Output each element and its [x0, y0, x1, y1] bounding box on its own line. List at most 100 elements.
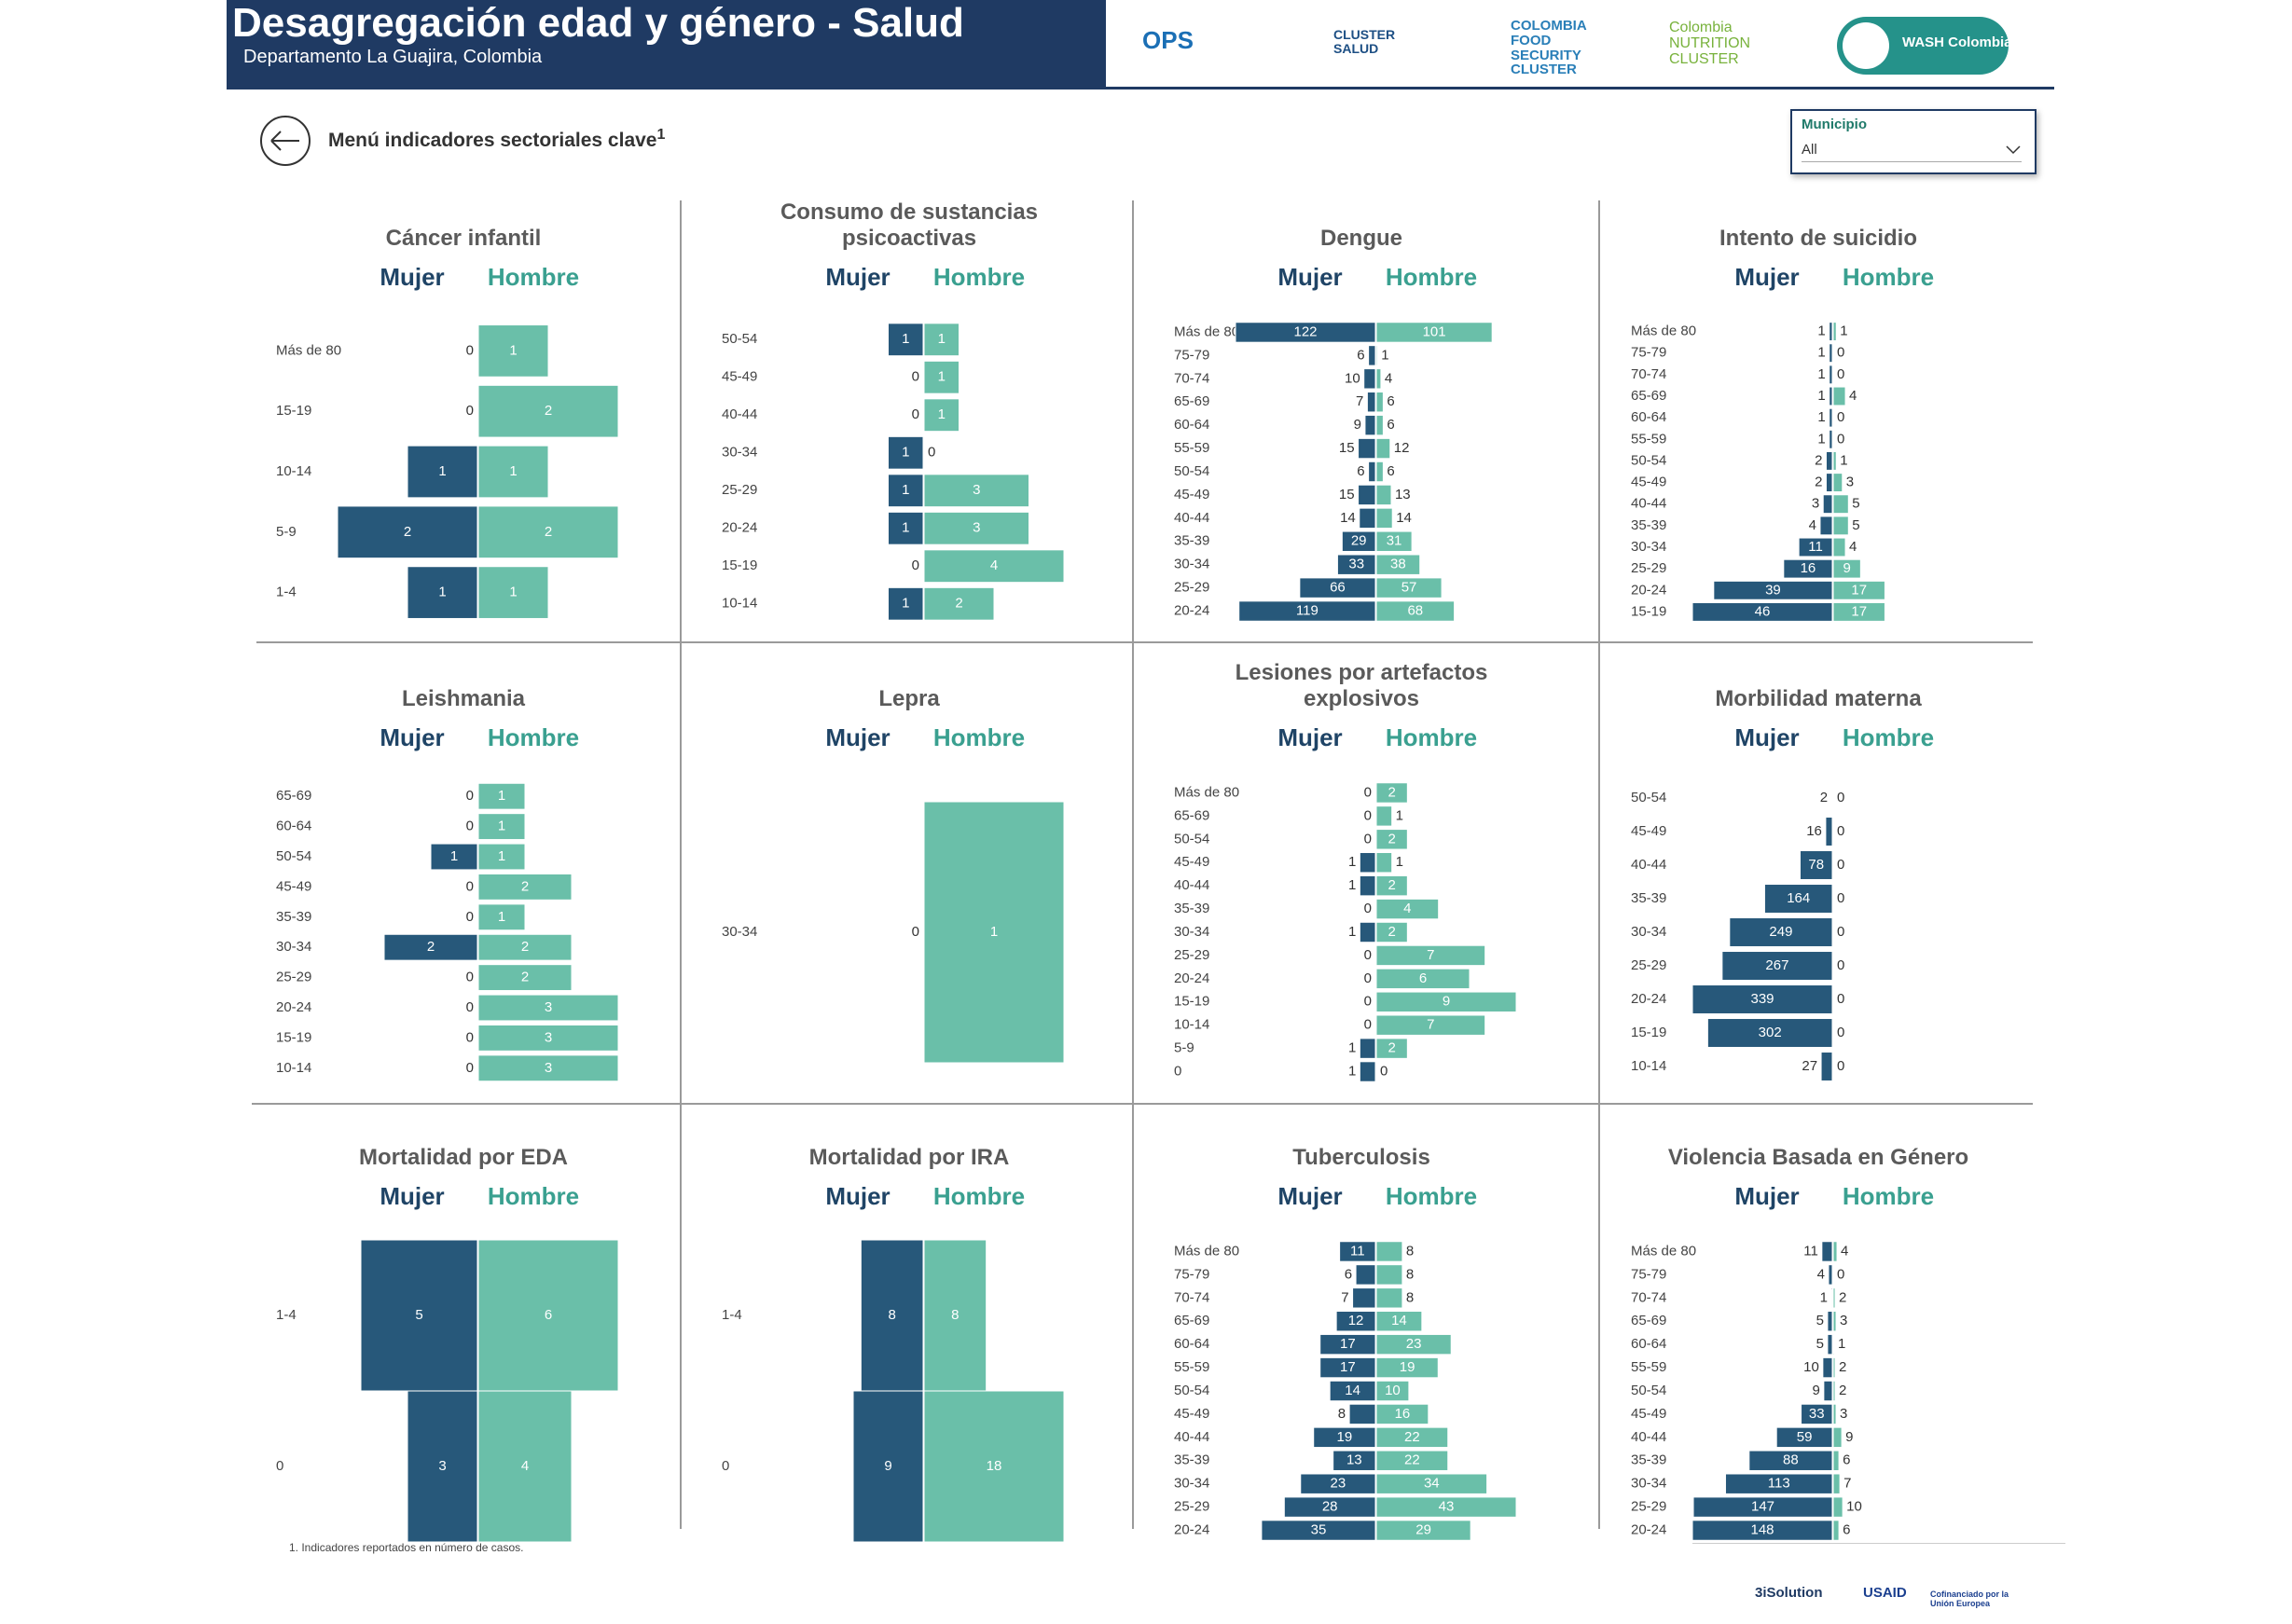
- bar: [1358, 484, 1376, 506]
- bar: [383, 933, 478, 961]
- data-label: 0: [466, 788, 474, 804]
- data-label: 17: [1340, 1359, 1356, 1375]
- bar: [1706, 1018, 1833, 1048]
- filter-dropdown[interactable]: All: [1802, 139, 2022, 162]
- data-label: 0: [1364, 831, 1372, 846]
- data-label: 7: [1341, 1289, 1348, 1305]
- y-tick-label: 0: [276, 1458, 283, 1474]
- chart: 30-34 0 1: [722, 801, 1065, 1064]
- bar: [1822, 1356, 1833, 1379]
- legend-label: Hombre: [487, 723, 580, 751]
- bar: [1375, 1473, 1488, 1494]
- chart: 50-54 2 045-49 16 040-44 78 035-39 164 030-34 249…: [1631, 783, 1844, 1081]
- y-tick-label: 35-39: [1174, 901, 1209, 916]
- bar: [1829, 429, 1833, 449]
- data-label: 1: [1817, 409, 1825, 425]
- logo-badge: WASH Colombia: [1837, 17, 2012, 75]
- data-label: 9: [1813, 1383, 1820, 1398]
- y-tick-label: 10-14: [276, 463, 311, 479]
- bar: [1300, 1473, 1376, 1494]
- data-label: 0: [1364, 994, 1372, 1010]
- data-label: 10: [1846, 1499, 1862, 1515]
- filter-slicer[interactable]: Municipio All: [1790, 109, 2037, 174]
- chart-title: Lepra: [878, 686, 940, 711]
- bar: [477, 994, 619, 1022]
- logo: Colombia NUTRITION CLUSTER: [1669, 20, 1751, 67]
- bar: [1359, 874, 1376, 897]
- data-label: 9: [1845, 1429, 1853, 1445]
- data-label: 8: [1338, 1406, 1346, 1422]
- data-label: 148: [1750, 1522, 1774, 1538]
- bar: [477, 324, 549, 378]
- y-tick-label: 15-19: [1174, 994, 1209, 1010]
- data-label: 0: [1380, 1064, 1388, 1080]
- data-label: 0: [912, 557, 919, 573]
- menu-superscript: 1: [656, 127, 666, 143]
- data-label: 0: [1837, 345, 1844, 361]
- data-label: 15: [1339, 487, 1355, 502]
- data-label: 16: [1801, 560, 1816, 576]
- bar: [477, 813, 526, 841]
- y-tick-label: Más de 80: [1174, 784, 1239, 800]
- bar: [1336, 554, 1376, 575]
- data-label: 3: [545, 1060, 552, 1076]
- y-tick-label: 65-69: [1174, 393, 1209, 409]
- data-label: 1: [1381, 347, 1388, 363]
- data-label: 1: [902, 520, 909, 536]
- bar: [1832, 516, 1849, 536]
- data-label: 0: [466, 1029, 474, 1045]
- legend-label: Mujer: [380, 723, 445, 751]
- bar: [477, 1024, 619, 1052]
- logo-icon: [1843, 22, 1889, 69]
- data-label: 1: [902, 445, 909, 461]
- data-label: 1: [1348, 854, 1356, 870]
- data-label: 11: [1808, 539, 1823, 555]
- y-tick-label: 30-34: [1631, 539, 1666, 555]
- bar: [1832, 1333, 1835, 1356]
- data-label: 2: [1839, 1359, 1846, 1375]
- data-label: 0: [466, 819, 474, 834]
- bar: [1319, 1333, 1376, 1356]
- y-tick-label: 25-29: [1174, 1499, 1209, 1515]
- data-label: 17: [1851, 582, 1867, 598]
- y-tick-label: 30-34: [1174, 924, 1209, 940]
- back-circle: [260, 116, 311, 166]
- y-tick-label: 45-49: [1631, 1406, 1666, 1422]
- bar: [888, 511, 924, 545]
- data-label: 0: [912, 924, 919, 940]
- data-label: 0: [466, 909, 474, 925]
- y-tick-label: 40-44: [1631, 857, 1666, 873]
- chart-panel: Violencia Basada en Género Mujer Hombre Más…: [1599, 1111, 2037, 1559]
- bar: [1748, 1450, 1833, 1471]
- y-tick-label: 1-4: [276, 585, 297, 600]
- bar: [1375, 484, 1392, 506]
- data-label: 122: [1293, 323, 1317, 339]
- data-label: 10: [1345, 370, 1360, 386]
- data-label: 2: [1815, 475, 1822, 490]
- back-button[interactable]: [258, 114, 312, 168]
- data-label: 0: [1837, 924, 1844, 940]
- data-label: 1: [1820, 1289, 1828, 1305]
- bar: [923, 511, 1029, 545]
- legend: Mujer Hombre: [1142, 252, 1581, 300]
- y-tick-label: 35-39: [1174, 533, 1209, 549]
- y-tick-label: 65-69: [1631, 388, 1666, 404]
- y-tick-label: 20-24: [276, 999, 311, 1015]
- data-label: 29: [1415, 1522, 1431, 1538]
- legend: Mujer Hombre: [690, 252, 1128, 300]
- data-label: 10: [1385, 1383, 1401, 1398]
- separator: [1692, 1543, 2065, 1544]
- bar: [1832, 1287, 1836, 1309]
- legend-label: Hombre: [487, 1182, 580, 1210]
- bar: [1691, 601, 1833, 622]
- data-label: 6: [1843, 1452, 1850, 1468]
- legend-label: Hombre: [1385, 723, 1478, 751]
- data-label: 12: [1394, 440, 1410, 456]
- y-tick-label: 75-79: [1174, 347, 1209, 363]
- menu-link[interactable]: Menú indicadores sectoriales clave1: [328, 127, 665, 152]
- y-tick-label: 70-74: [1174, 370, 1209, 386]
- data-label: 2: [427, 939, 435, 955]
- data-label: 1: [1348, 1064, 1356, 1080]
- y-tick-label: 20-24: [1631, 991, 1666, 1007]
